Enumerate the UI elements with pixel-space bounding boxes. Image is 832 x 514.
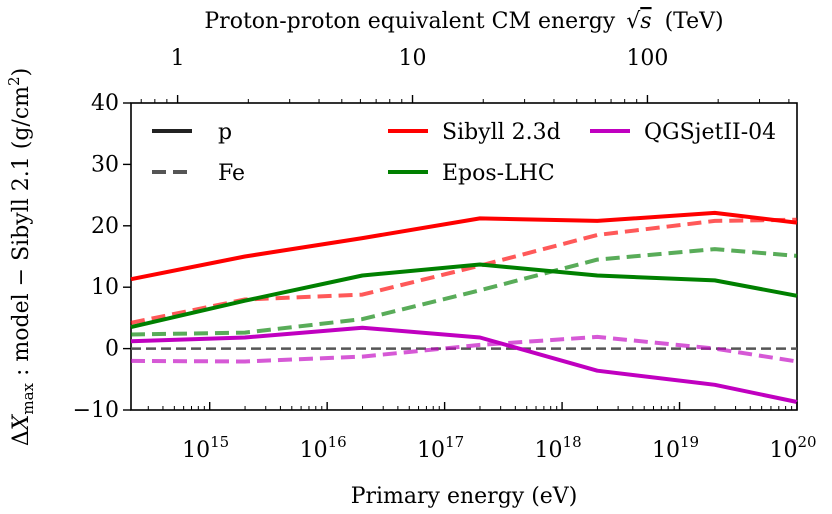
y-tick-label: 20 — [91, 214, 119, 239]
x-tick-label: 1016 — [300, 433, 347, 463]
series-line-sibyll-2-3d-p — [130, 210, 798, 282]
top-axis-title: Proton-proton equivalent CM energy √s (T… — [204, 9, 723, 34]
series-line-qgsjetii-04-fe — [130, 334, 798, 364]
y-tick-label: 30 — [91, 152, 119, 177]
legend-label-sibyll-2-3d: Sibyll 2.3d — [442, 120, 561, 145]
legend: p Fe Sibyll 2.3d QGSjetII-04 Epos-LHC — [152, 120, 776, 186]
y-tick-label: 40 — [91, 91, 119, 116]
x-tick-label: 1018 — [535, 433, 582, 463]
x-tick-label: 1020 — [769, 433, 816, 463]
series-line-epos-lhc-fe — [130, 247, 798, 337]
x-tick-label: 1015 — [182, 433, 229, 463]
y-tick-label: 10 — [91, 275, 119, 300]
series-line-epos-lhc-p — [130, 262, 798, 330]
y-tick-label: 0 — [105, 337, 119, 362]
legend-label-fe: Fe — [218, 161, 245, 186]
series-line-qgsjetii-04-p — [130, 325, 798, 404]
legend-label-qgsjetii-04: QGSjetII-04 — [644, 120, 776, 145]
y-axis-title: ΔXmax : model − Sibyll 2.1 (g/cm2) — [5, 68, 37, 446]
legend-label-p: p — [218, 120, 232, 145]
top-tick-label: 100 — [626, 46, 668, 71]
plot-frame — [130, 102, 798, 411]
top-tick-label: 1 — [171, 46, 185, 71]
x-tick-label: 1019 — [652, 433, 699, 463]
top-tick-label: 10 — [399, 46, 427, 71]
y-tick-label: −10 — [73, 398, 119, 423]
bottom-axis-title: Primary energy (eV) — [351, 484, 578, 509]
legend-label-epos-lhc: Epos-LHC — [442, 161, 555, 186]
x-tick-label: 1017 — [417, 433, 464, 463]
series-line-sibyll-2-3d-fe — [130, 217, 798, 325]
series-layer — [130, 210, 798, 404]
